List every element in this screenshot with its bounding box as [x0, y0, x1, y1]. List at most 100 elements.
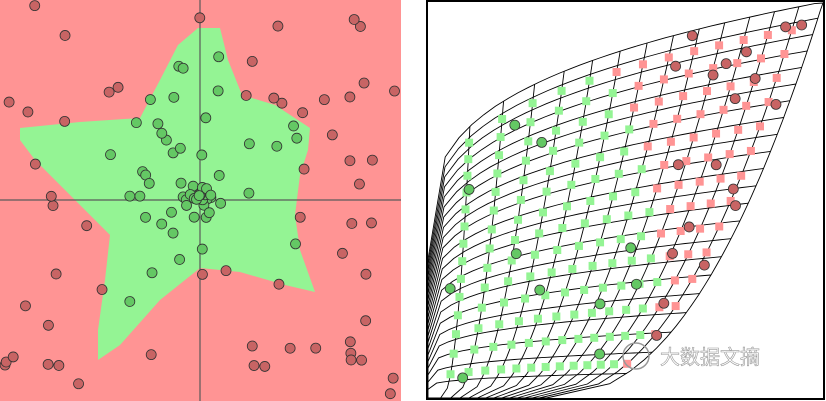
positive-point [463, 184, 475, 195]
negative-sample [716, 174, 725, 183]
positive-sample [461, 205, 470, 214]
positive-sample [463, 171, 472, 180]
positive-sample [504, 277, 513, 286]
positive-sample [560, 288, 569, 297]
negative-point [366, 217, 377, 229]
negative-point [729, 93, 741, 105]
positive-point [156, 127, 168, 139]
positive-sample [489, 342, 498, 351]
positive-point [134, 190, 146, 202]
grid-curve [427, 34, 813, 271]
negative-point [710, 159, 722, 171]
negative-point [360, 268, 372, 280]
positive-sample [614, 169, 623, 178]
negative-point [197, 268, 208, 280]
negative-point [651, 329, 663, 341]
positive-point [196, 149, 208, 161]
positive-sample [495, 151, 504, 160]
positive-sample [456, 274, 465, 283]
negative-point [387, 372, 399, 384]
negative-point [294, 211, 306, 223]
positive-sample [470, 345, 479, 354]
positive-sample [524, 338, 533, 347]
positive-sample [460, 222, 469, 231]
negative-sample [725, 150, 734, 159]
positive-sample [570, 310, 579, 319]
positive-sample [489, 206, 498, 215]
positive-sample [464, 155, 473, 164]
negative-point [259, 361, 271, 372]
positive-sample [605, 307, 614, 316]
positive-sample [625, 125, 634, 134]
positive-sample [587, 308, 596, 317]
negative-point [770, 98, 782, 110]
positive-point [193, 190, 205, 202]
positive-point [145, 94, 156, 105]
positive-sample [511, 235, 520, 244]
positive-point [124, 296, 136, 307]
negative-point [248, 360, 260, 371]
positive-sample [507, 340, 516, 349]
grid-curve [427, 202, 749, 330]
positive-sample [585, 76, 594, 85]
negative-point [366, 154, 378, 166]
positive-sample [526, 272, 535, 281]
negative-sample [763, 30, 772, 39]
negative-point [672, 159, 684, 171]
positive-sample [524, 137, 533, 146]
positive-point [124, 190, 136, 202]
positive-sample [541, 362, 550, 371]
negative-point [780, 21, 791, 33]
positive-sample [583, 361, 592, 370]
negative-point [22, 106, 34, 118]
positive-point [177, 62, 189, 74]
negative-point [354, 178, 365, 190]
positive-sample [499, 298, 508, 307]
negative-sample [623, 359, 632, 368]
positive-sample [638, 304, 647, 313]
positive-sample [598, 283, 607, 292]
negative-sample [657, 229, 666, 238]
negative-point [337, 247, 348, 259]
negative-point [297, 107, 309, 119]
positive-sample [596, 153, 605, 162]
negative-point [276, 97, 288, 109]
positive-point [444, 283, 456, 294]
negative-point [3, 96, 15, 108]
positive-sample [604, 110, 613, 119]
positive-point [174, 254, 185, 265]
grid-curve [427, 312, 687, 369]
positive-sample [541, 337, 550, 346]
positive-sample [653, 278, 662, 287]
positive-sample [535, 229, 544, 238]
positive-point [168, 91, 180, 103]
positive-sample [588, 261, 597, 270]
positive-point [457, 372, 469, 384]
positive-point [509, 119, 521, 131]
negative-sample [726, 82, 735, 91]
grid-curve [427, 373, 627, 390]
negative-sample [719, 105, 728, 114]
negative-sample [643, 142, 652, 151]
positive-sample [557, 86, 566, 95]
gap [401, 0, 425, 401]
grid-curve [427, 293, 700, 362]
grid-curve [427, 168, 764, 318]
negative-point [268, 92, 280, 104]
negative-sample [746, 146, 755, 155]
negative-point [246, 340, 258, 352]
positive-sample [596, 238, 605, 247]
positive-sample [574, 334, 583, 343]
positive-sample [552, 312, 561, 321]
negative-sample [649, 119, 658, 128]
grid-curve [427, 66, 802, 283]
positive-sample [617, 281, 626, 290]
positive-point [188, 211, 200, 223]
negative-point [318, 94, 330, 106]
negative-point [284, 342, 296, 354]
negative-sample [737, 171, 746, 180]
positive-region [20, 28, 315, 360]
positive-point [243, 187, 255, 199]
negative-sample [679, 92, 688, 101]
